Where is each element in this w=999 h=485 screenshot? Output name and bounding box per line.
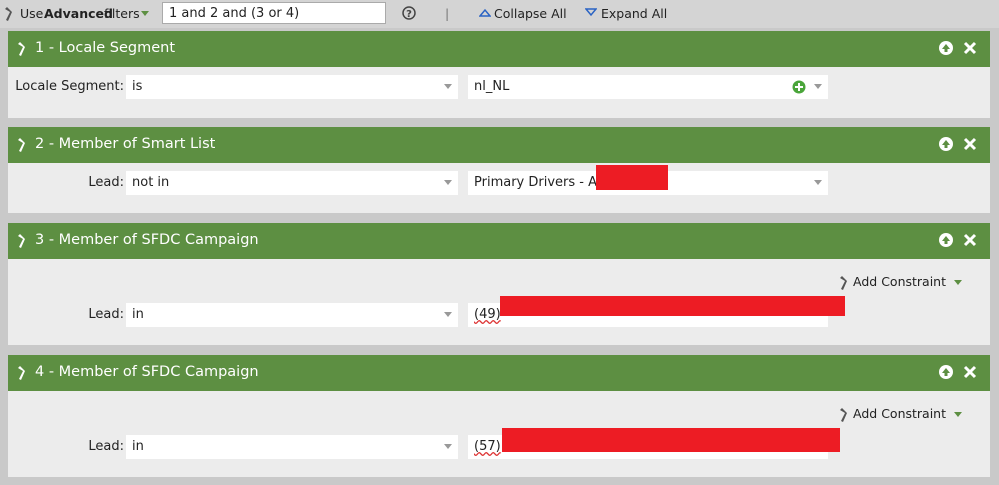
wrench-icon[interactable] (17, 233, 31, 252)
value-text: Primary Drivers - All (474, 175, 605, 190)
separator: | (445, 6, 450, 21)
filter-panel: 2 - Member of Smart List Lead: not in Prima… (8, 127, 990, 213)
delete-button-glyph (963, 365, 977, 379)
move-up-button-glyph (939, 233, 953, 247)
dropdown-arrow[interactable] (814, 180, 822, 185)
move-up-button[interactable] (939, 233, 953, 247)
filter-title: 2 - Member of Smart List (35, 136, 216, 152)
delete-button[interactable] (963, 41, 977, 55)
dropdown-arrow[interactable] (444, 312, 452, 317)
operator-value: not in (132, 175, 170, 190)
field-label: Lead: (88, 307, 124, 322)
delete-button[interactable] (963, 365, 977, 379)
dropdown-arrow[interactable] (954, 412, 962, 417)
filters-label: filters (104, 6, 140, 21)
operator-value: in (132, 439, 144, 454)
filter-header: 3 - Member of SFDC Campaign (8, 223, 990, 259)
svg-text:?: ? (406, 9, 412, 20)
filter-body: Lead: not in Primary Drivers - All (8, 163, 990, 213)
redaction (502, 428, 840, 452)
move-up-button[interactable] (939, 365, 953, 379)
redaction (500, 296, 845, 316)
add-constraint-label[interactable]: Add Constraint (853, 406, 946, 421)
filter-body: Add Constraint Lead: in (57) (8, 391, 990, 477)
operator-select[interactable]: not in (126, 171, 458, 195)
value-text: (57) (474, 439, 501, 454)
operator-value: in (132, 307, 144, 322)
filter-title: 4 - Member of SFDC Campaign (35, 364, 259, 380)
add-value-button-glyph (792, 80, 806, 94)
operator-select[interactable]: in (126, 435, 458, 459)
advanced-label[interactable]: Advanced (44, 6, 113, 21)
add-constraint[interactable]: Add Constraint (839, 406, 962, 423)
wrench-icon (5, 7, 12, 21)
filter-logic-input[interactable]: 1 and 2 and (3 or 4) (162, 2, 386, 24)
expand-icon[interactable] (585, 8, 597, 17)
delete-button[interactable] (963, 233, 977, 247)
redaction (596, 165, 668, 190)
wrench-icon[interactable] (17, 41, 31, 60)
operator-select[interactable]: is (126, 75, 458, 99)
dropdown-arrow[interactable] (141, 11, 149, 16)
filter-panel: 4 - Member of SFDC Campaign Add Constrain… (8, 355, 990, 477)
dropdown-arrow[interactable] (444, 444, 452, 449)
collapse-icon[interactable] (479, 8, 491, 17)
dropdown-arrow[interactable] (444, 180, 452, 185)
value-text: nl_NL (474, 79, 510, 94)
wrench-icon[interactable] (17, 365, 31, 384)
add-value-button[interactable] (792, 80, 806, 94)
filter-body: Add Constraint Lead: in (49) (8, 259, 990, 345)
value-text: (49) (474, 307, 501, 322)
move-up-button-glyph (939, 41, 953, 55)
filter-body: Locale Segment: is nl_NL (8, 67, 990, 118)
wrench-icon[interactable] (17, 137, 31, 156)
filter-panel: 3 - Member of SFDC Campaign Add Constrain… (8, 223, 990, 345)
field-label: Lead: (88, 439, 124, 454)
field-label: Lead: (88, 175, 124, 190)
move-up-button-glyph (939, 365, 953, 379)
move-up-button[interactable] (939, 41, 953, 55)
delete-button[interactable] (963, 137, 977, 151)
filter-panel: 1 - Locale Segment Locale Segment: is nl_NL (8, 31, 990, 118)
field-label: Locale Segment: (15, 79, 124, 94)
move-up-button-glyph (939, 137, 953, 151)
operator-select[interactable]: in (126, 303, 458, 327)
filter-title: 1 - Locale Segment (35, 40, 176, 56)
filter-header: 2 - Member of Smart List (8, 127, 990, 163)
dropdown-arrow[interactable] (814, 84, 822, 89)
collapse-all[interactable]: Collapse All (494, 6, 567, 21)
dropdown-arrow[interactable] (954, 280, 962, 285)
add-constraint-label[interactable]: Add Constraint (853, 274, 946, 289)
move-up-button[interactable] (939, 137, 953, 151)
dropdown-arrow[interactable] (444, 84, 452, 89)
operator-value: is (132, 79, 143, 94)
delete-button-glyph (963, 41, 977, 55)
filter-header: 4 - Member of SFDC Campaign (8, 355, 990, 391)
filter-title: 3 - Member of SFDC Campaign (35, 232, 259, 248)
delete-button-glyph (963, 233, 977, 247)
value-field[interactable]: nl_NL (468, 75, 828, 99)
help-icon[interactable]: ? (402, 6, 416, 20)
expand-all[interactable]: Expand All (601, 6, 668, 21)
use-label: Use (20, 6, 44, 21)
delete-button-glyph (963, 137, 977, 151)
toolbar: Use Advanced filters 1 and 2 and (3 or 4… (0, 0, 999, 28)
filter-header: 1 - Locale Segment (8, 31, 990, 67)
add-constraint[interactable]: Add Constraint (839, 274, 962, 291)
